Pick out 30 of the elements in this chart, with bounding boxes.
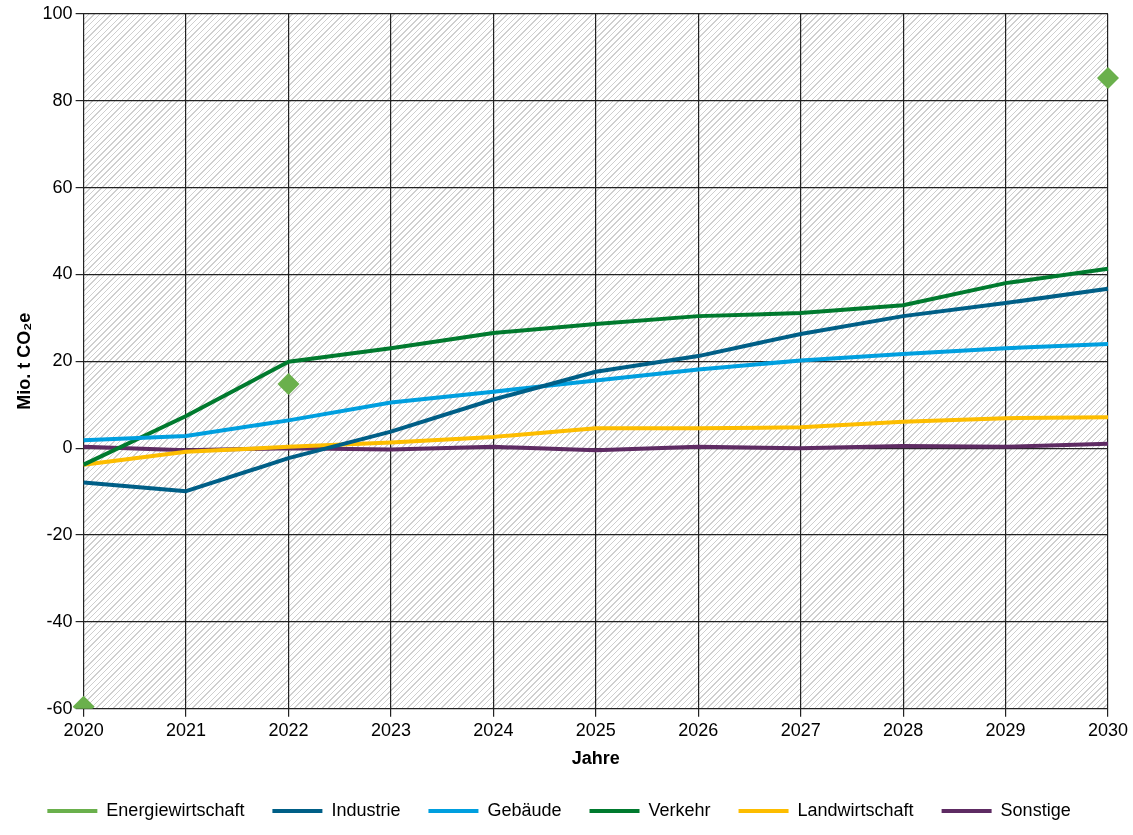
x-tick-label: 2027 <box>780 719 821 740</box>
legend-label: Sonstige <box>1000 799 1071 820</box>
x-tick-label: 2024 <box>473 719 514 740</box>
x-tick-label: 2021 <box>166 719 207 740</box>
y-tick-label: 40 <box>52 263 73 284</box>
point <box>277 372 300 395</box>
y-axis-title: Mio. t CO₂e <box>13 312 34 410</box>
legend-label: Industrie <box>331 799 401 820</box>
y-tick-label: 60 <box>52 176 73 197</box>
x-tick-label: 2026 <box>678 719 719 740</box>
x-tick-label: 2030 <box>1087 719 1129 740</box>
x-tick-label: 2029 <box>985 719 1026 740</box>
legend-label: Verkehr <box>648 799 711 820</box>
y-tick-label: 80 <box>52 89 73 110</box>
point <box>1097 67 1119 90</box>
x-tick-label: 2025 <box>575 719 616 740</box>
x-tick-label: 2020 <box>63 719 104 740</box>
legend-label: Gebäude <box>487 799 562 820</box>
y-tick-label: 0 <box>62 437 73 458</box>
x-tick-label: 2023 <box>370 719 411 740</box>
y-tick-label: -20 <box>46 524 73 545</box>
x-tick-label: 2028 <box>883 719 924 740</box>
y-tick-label: -40 <box>46 610 73 631</box>
y-tick-label: 20 <box>52 350 73 371</box>
x-tick-label: 2022 <box>268 719 309 740</box>
legend-label: Landwirtschaft <box>797 799 914 820</box>
y-tick-label: 100 <box>42 2 73 23</box>
legend-label: Energiewirtschaft <box>106 799 245 820</box>
x-axis-title: Jahre <box>571 748 620 769</box>
y-tick-label: -60 <box>46 697 73 718</box>
